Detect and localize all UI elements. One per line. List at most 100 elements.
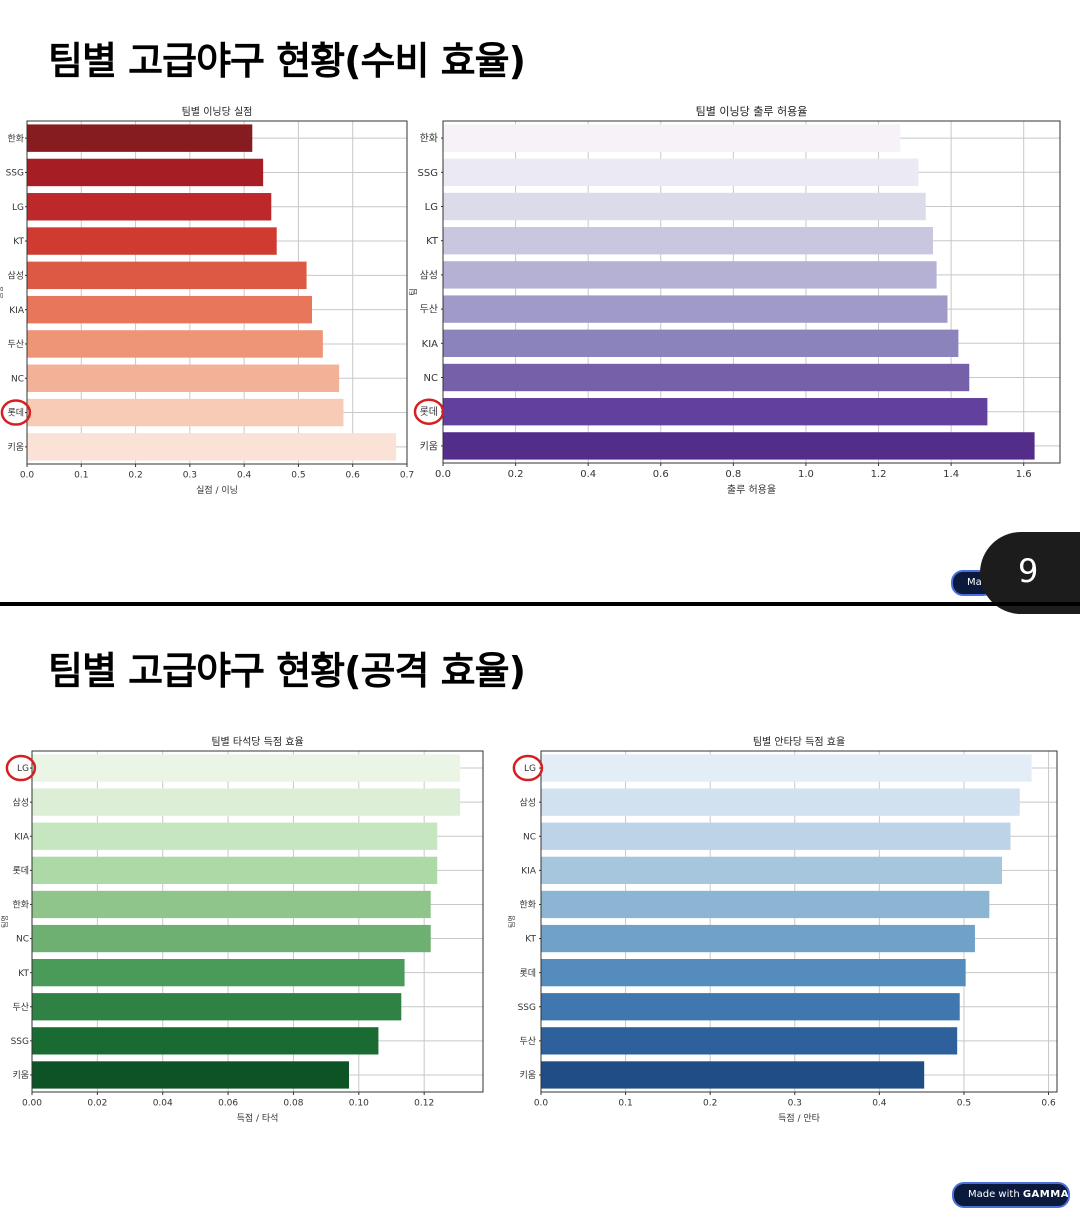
x-axis-label: 출루 허용율 [727, 484, 776, 496]
category-label: 롯데 [12, 866, 29, 877]
x-tick-label: 0.7 [400, 470, 414, 480]
bar-KIA [443, 329, 959, 357]
category-label: KIA [9, 306, 25, 316]
plot-frame [31, 750, 484, 1093]
bar-삼성 [541, 788, 1020, 816]
category-label: 삼성 [7, 271, 24, 282]
category-label: 한화 [519, 900, 536, 911]
x-tick-label: 0.04 [153, 1098, 173, 1108]
chart-title: 팀별 타석당 득점 효율 [211, 736, 303, 748]
bar-NC [443, 363, 970, 392]
bar-두산 [541, 1027, 958, 1055]
x-tick-label: 0.08 [283, 1098, 303, 1108]
bar-키움 [541, 1061, 925, 1089]
bar-KT [27, 227, 277, 255]
x-tick-label: 0.3 [183, 470, 197, 480]
category-label: 삼성 [12, 797, 29, 808]
x-tick-label: 0.8 [725, 469, 741, 480]
x-axis-label: 득점 / 안타 [778, 1112, 821, 1124]
bar-LG [27, 193, 272, 221]
bar-한화 [32, 890, 431, 919]
category-label: LG [17, 764, 29, 774]
x-tick-label: 0.6 [1041, 1098, 1056, 1108]
bar-롯데 [32, 856, 438, 884]
bar-한화 [443, 124, 901, 152]
highlight-circle [413, 398, 445, 425]
category-label: LG [524, 764, 536, 774]
category-label: KIA [14, 832, 30, 842]
x-tick-label: 0.2 [508, 469, 524, 480]
x-tick-label: 0.0 [435, 469, 451, 480]
highlight-circle [5, 754, 37, 782]
made-with-label-bottom: Made with [968, 1189, 1023, 1200]
y-axis-label: 팀명 [507, 915, 516, 928]
bar-SSG [541, 993, 960, 1021]
bar-삼성 [32, 788, 461, 816]
bar-키움 [32, 1061, 350, 1089]
plot-frame [26, 120, 408, 465]
page-number-tab: 9 [980, 532, 1080, 614]
category-label: KT [13, 237, 24, 247]
x-tick-label: 0.02 [87, 1098, 107, 1108]
chart-title: 팀별 이닝당 출루 허용율 [696, 105, 808, 118]
category-label: NC [424, 373, 438, 384]
category-label: SSG [6, 169, 24, 179]
category-label: 키움 [7, 442, 24, 453]
bar-두산 [27, 330, 323, 358]
category-label: 롯데 [519, 968, 536, 979]
category-label: SSG [11, 1037, 29, 1047]
y-axis-label: 팀명 [0, 915, 9, 928]
bar-KT [541, 924, 975, 953]
bar-SSG [27, 158, 264, 187]
category-label: 두산 [12, 1002, 29, 1013]
x-axis-label: 득점 / 타석 [237, 1112, 279, 1124]
x-tick-label: 0.5 [291, 470, 305, 480]
x-tick-label: 0.3 [788, 1098, 802, 1108]
x-axis-label: 실점 / 이닝 [196, 484, 238, 496]
category-label: 키움 [420, 440, 438, 452]
bar-두산 [32, 993, 402, 1021]
x-tick-label: 0.6 [653, 469, 669, 480]
category-label: KT [18, 969, 29, 979]
x-tick-label: 0.06 [218, 1098, 238, 1108]
x-tick-label: 0.4 [237, 470, 252, 480]
bar-한화 [541, 890, 990, 919]
category-label: KIA [422, 339, 439, 350]
section-divider [0, 602, 1080, 606]
category-label: LG [425, 202, 438, 213]
made-with-label: Ma [967, 577, 982, 588]
x-tick-label: 1.6 [1016, 469, 1032, 480]
x-tick-label: 0.00 [22, 1098, 42, 1108]
bar-KT [32, 959, 405, 987]
bar-SSG [32, 1027, 379, 1055]
category-label: SSG [518, 1003, 536, 1013]
bar-삼성 [27, 261, 307, 290]
bar-LG [541, 754, 1032, 782]
x-tick-label: 0.10 [349, 1098, 369, 1108]
page-number: 9 [1018, 552, 1039, 590]
made-with-gamma-badge-bottom[interactable]: Made with GAMMA [952, 1182, 1070, 1208]
x-tick-label: 1.0 [798, 469, 814, 480]
bar-NC [27, 364, 340, 392]
bar-한화 [27, 124, 253, 152]
bar-두산 [443, 295, 948, 323]
section-title-defense: 팀별 고급야구 현황(수비 효율) [48, 39, 526, 83]
category-label: 한화 [12, 900, 29, 911]
category-label: 삼성 [519, 797, 536, 808]
x-tick-label: 0.6 [346, 470, 361, 480]
category-label: 삼성 [420, 269, 438, 281]
chart-title: 팀별 안타당 득점 효율 [753, 736, 845, 748]
bar-롯데 [27, 398, 344, 427]
x-tick-label: 0.5 [957, 1098, 971, 1108]
plot-frame [540, 750, 1058, 1093]
category-label: 한화 [420, 133, 438, 145]
category-label: LG [12, 203, 24, 213]
x-tick-label: 1.4 [943, 469, 959, 480]
category-label: 한화 [7, 133, 24, 144]
gamma-brand-label: GAMMA [1022, 1189, 1069, 1200]
x-tick-label: 0.1 [618, 1098, 632, 1108]
